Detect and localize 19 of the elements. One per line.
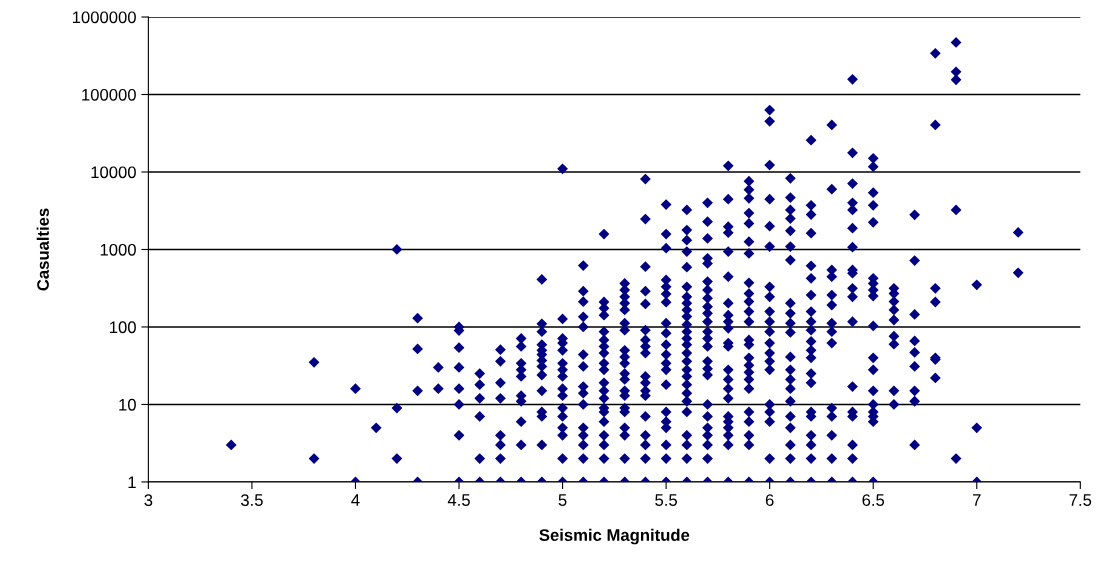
x-tick-label: 4.5 [447,494,470,506]
x-tick-label: 3.5 [240,494,263,506]
x-tick-label: 6.5 [862,494,885,506]
x-tick-label: 6 [765,494,774,506]
x-tick-label: 7 [972,494,981,506]
y-tick-label: 100 [110,321,136,334]
y-tick-label: 1000000 [72,11,136,24]
x-tick-label: 4 [351,494,360,506]
y-tick-label: 100000 [82,88,136,101]
y-tick-label: 1 [128,476,136,488]
y-tick-label: 10 [119,398,136,411]
y-axis-title: Casualties [36,208,49,291]
x-tick-label: 7.5 [1069,494,1092,506]
x-tick-label: 5 [558,494,567,506]
y-tick-label: 10000 [91,166,136,179]
x-axis-title: Seismic Magnitude [539,528,690,545]
x-tick-label: 5.5 [655,494,677,506]
x-tick-label: 3 [144,494,153,506]
y-tick-label: 1000 [100,243,136,256]
